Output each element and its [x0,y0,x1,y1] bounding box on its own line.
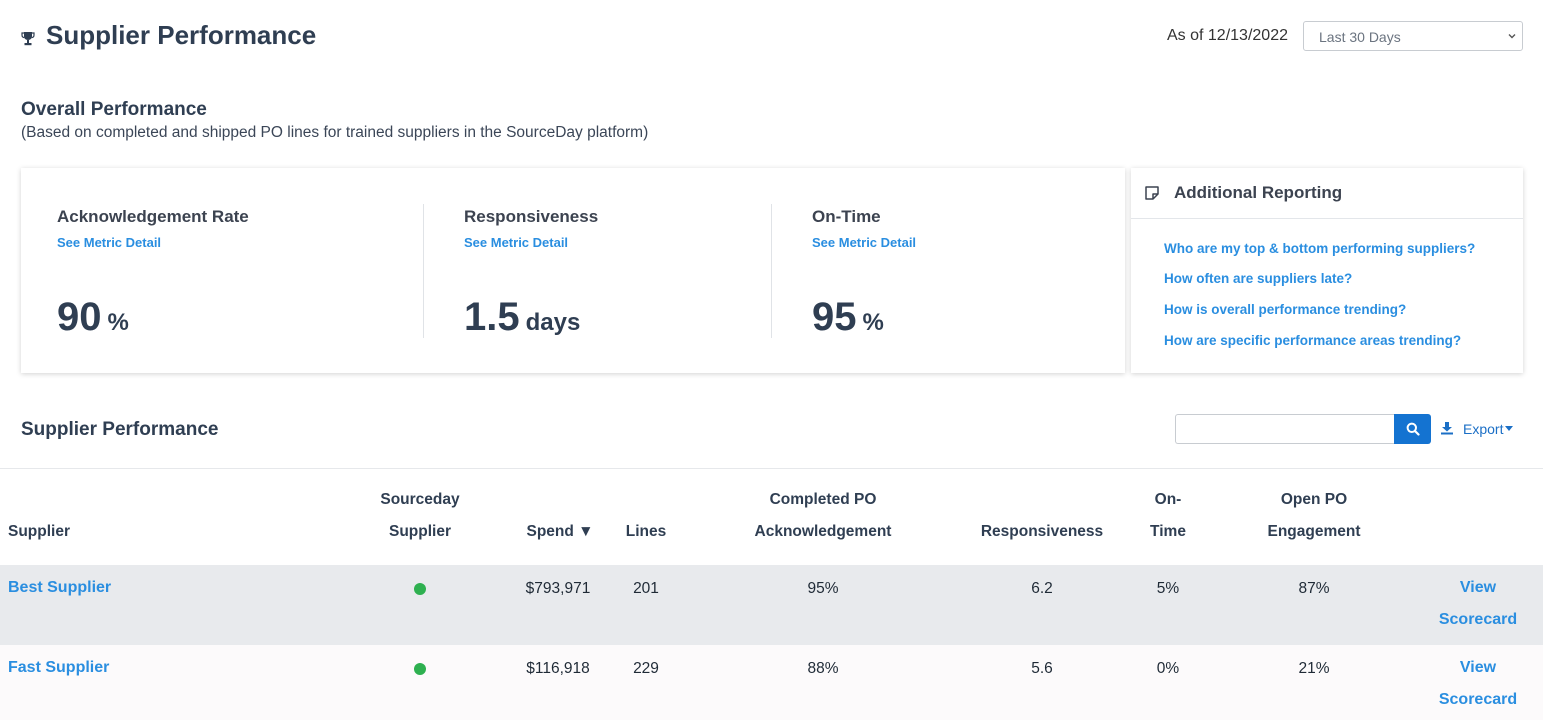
search-icon [1406,422,1420,436]
metric-value: 1.5 days [464,295,580,340]
sourceday-status-dot [414,663,426,675]
metric-number: 1.5 [464,295,520,339]
column-header-supplier[interactable]: Supplier [8,523,71,540]
caret-down-icon [1505,426,1513,431]
column-header-responsiveness[interactable]: Responsiveness [980,523,1104,540]
additional-reporting-title: Additional Reporting [1174,183,1343,202]
column-header-sourceday-line2[interactable]: Supplier [388,523,451,540]
metric-label: On-Time [812,207,881,226]
supplier-name-link[interactable]: Fast Supplier [8,659,110,676]
metric-label: Responsiveness [464,207,599,226]
table-divider [0,468,1543,469]
sourceday-status-dot [414,583,426,595]
ontime-cell: 0% [1156,660,1180,677]
overall-performance-subtitle: (Based on completed and shipped PO lines… [21,124,649,141]
overall-performance-title: Overall Performance [21,99,207,120]
view-scorecard-line1: View [1459,659,1497,676]
metric-divider [771,204,772,338]
column-header-spend[interactable]: Spend ▼ [526,523,594,540]
supplier-performance-title: Supplier Performance [21,419,219,440]
view-scorecard-link[interactable]: View Scorecard [1418,652,1538,716]
spend-cell: $793,971 [525,580,591,597]
spend-cell: $116,918 [526,660,590,677]
report-link-overall-trending[interactable]: How is overall performance trending? [1164,302,1407,317]
report-link-top-bottom-suppliers[interactable]: Who are my top & bottom performing suppl… [1164,241,1476,256]
column-header-sourceday-line1[interactable]: Sourceday [380,491,460,508]
table-row: Fast Supplier $116,918 229 88% 5.6 0% 21… [0,645,1543,720]
see-metric-detail-link[interactable]: See Metric Detail [812,235,917,250]
date-range-value: Last 30 Days [1319,29,1401,45]
lines-cell: 229 [633,660,659,677]
as-of-date: As of 12/13/2022 [1167,27,1288,44]
view-scorecard-line2: Scorecard [1438,611,1518,628]
metric-label: Acknowledgement Rate [57,207,249,226]
column-header-ontime-line2[interactable]: Time [1150,523,1186,540]
metric-unit: % [862,309,884,336]
view-scorecard-link[interactable]: View Scorecard [1418,572,1538,636]
metric-number: 95 [812,295,857,339]
report-link-specific-areas-trending[interactable]: How are specific performance areas trend… [1164,333,1462,348]
view-scorecard-line1: View [1459,579,1497,596]
column-header-engagement-line1[interactable]: Open PO [1280,491,1348,508]
page-header: Supplier Performance As of 12/13/2022 La… [0,0,1543,75]
export-label: Export [1463,421,1504,437]
additional-reporting-header: Additional Reporting [1131,168,1523,219]
metrics-card: Acknowledgement Rate See Metric Detail 9… [21,168,1125,373]
lines-cell: 201 [633,580,659,597]
additional-reporting-card: Additional Reporting Who are my top & bo… [1131,168,1523,373]
engagement-cell: 87% [1298,580,1330,597]
metric-unit: days [525,309,581,336]
ontime-cell: 5% [1156,580,1180,597]
metric-divider [423,204,424,338]
column-header-engagement-line2[interactable]: Engagement [1267,523,1361,540]
supplier-name-link[interactable]: Best Supplier [8,579,112,596]
metric-number: 90 [57,295,102,339]
search-input[interactable] [1175,414,1395,444]
page-title: Supplier Performance [46,20,317,50]
search-button[interactable] [1394,414,1431,444]
column-header-ontime-line1[interactable]: On- [1154,491,1182,508]
table-row: Best Supplier $793,971 201 95% 6.2 5% 87… [0,565,1543,645]
metric-unit: % [107,309,129,336]
see-metric-detail-link[interactable]: See Metric Detail [464,235,569,250]
date-range-select[interactable]: Last 30 Days [1303,21,1523,51]
responsiveness-cell: 5.6 [1031,660,1053,677]
view-scorecard-line2: Scorecard [1438,691,1518,708]
column-header-ack-line2[interactable]: Acknowledgement [754,523,892,540]
acknowledgement-cell: 95% [807,580,839,597]
metric-value: 90% [57,295,129,340]
download-icon [1441,422,1453,435]
acknowledgement-cell: 88% [807,660,839,677]
column-header-lines[interactable]: Lines [625,523,667,540]
note-icon [1145,186,1159,200]
metric-value: 95% [812,295,884,340]
see-metric-detail-link[interactable]: See Metric Detail [57,235,162,250]
report-link-suppliers-late[interactable]: How often are suppliers late? [1164,271,1353,286]
column-header-ack-line1[interactable]: Completed PO [769,491,877,508]
engagement-cell: 21% [1298,660,1330,677]
trophy-icon [21,32,35,46]
responsiveness-cell: 6.2 [1031,580,1053,597]
chevron-down-icon [1508,34,1516,39]
